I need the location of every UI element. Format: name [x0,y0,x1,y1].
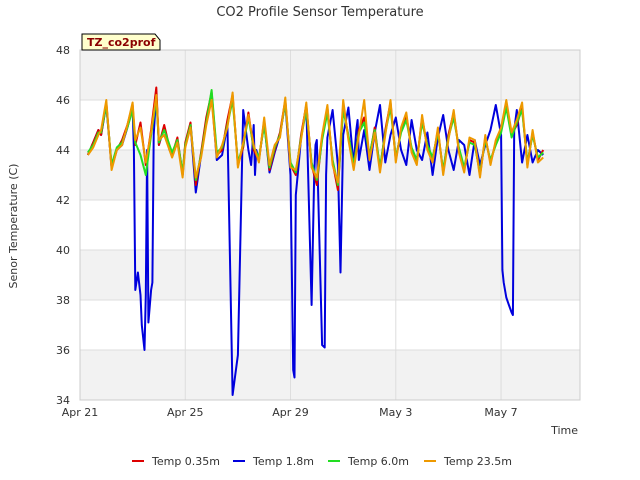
legend-item: Temp 1.8m [233,455,314,468]
site-label: TZ_co2prof [87,36,156,49]
background-bands [80,50,580,400]
band [80,250,580,300]
x-axis-ticks: Apr 21 Apr 25 Apr 29 May 3 May 7 [62,406,518,419]
y-tick-label: 40 [56,244,70,257]
legend-label: Temp 6.0m [347,455,409,468]
y-tick-label: 48 [56,44,70,57]
y-tick-label: 34 [56,394,70,407]
x-tick-label: Apr 29 [272,406,309,419]
legend-item: Temp 6.0m [328,455,409,468]
legend-label: Temp 23.5m [443,455,512,468]
y-axis-ticks: 34 36 38 40 42 44 46 48 [56,44,70,407]
y-tick-label: 38 [56,294,70,307]
site-label-box: TZ_co2prof [81,33,161,51]
chart-title: CO2 Profile Sensor Temperature [216,5,423,20]
series-layer [86,86,545,396]
x-tick-label: Apr 21 [62,406,99,419]
band [80,50,580,100]
y-axis-label: Senor Temperature (C) [7,164,20,289]
legend-item: Temp 23.5m [424,455,512,468]
legend: Temp 0.35m Temp 1.8m Temp 6.0m Temp 23.5m [132,455,512,468]
band [80,150,580,200]
x-axis-label: Time [550,424,578,437]
x-tick-label: Apr 25 [167,406,204,419]
plot-frame [79,49,581,401]
legend-item: Temp 0.35m [132,455,220,468]
y-tick-label: 36 [56,344,70,357]
x-tick-label: May 3 [379,406,412,419]
y-tick-label: 44 [56,144,70,157]
legend-label: Temp 1.8m [252,455,314,468]
series-line-temp-23-5m [87,91,544,184]
y-tick-label: 46 [56,94,70,107]
legend-label: Temp 0.35m [151,455,220,468]
x-tick-label: May 7 [484,406,517,419]
y-tick-label: 42 [56,194,70,207]
band [80,350,580,400]
